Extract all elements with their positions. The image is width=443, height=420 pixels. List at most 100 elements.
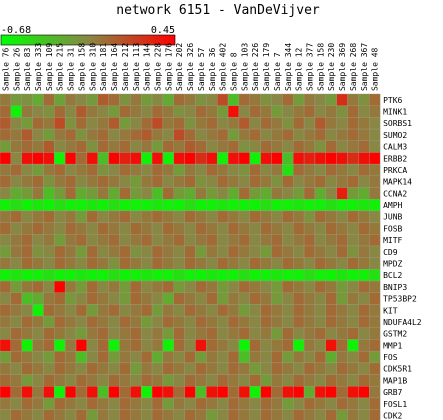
heatmap-cell	[369, 234, 381, 247]
heatmap-cell	[325, 245, 337, 258]
heatmap-cell	[119, 362, 131, 375]
heatmap-cell	[32, 175, 44, 188]
heatmap-cell	[271, 315, 283, 328]
heatmap-cell	[314, 234, 327, 247]
heatmap-cell	[140, 350, 153, 364]
heatmap-cell	[162, 210, 174, 223]
row-label: PTK6	[383, 96, 402, 105]
row-label: CALM3	[383, 143, 407, 152]
heatmap-cell	[195, 374, 207, 387]
heatmap-cell	[216, 128, 229, 141]
heatmap-cell	[54, 234, 66, 247]
heatmap-cell	[369, 175, 381, 188]
heatmap-cell	[162, 350, 174, 364]
heatmap-cell	[260, 105, 272, 118]
heatmap-cell	[195, 128, 207, 141]
heatmap-cell	[119, 93, 131, 106]
heatmap-cell	[86, 140, 98, 153]
heatmap-cell	[64, 292, 77, 305]
heatmap-cell	[314, 245, 327, 258]
heatmap-cell	[75, 362, 88, 375]
heatmap-cell	[206, 350, 218, 364]
heatmap-cell	[54, 292, 66, 305]
row-label: MAPK14	[383, 178, 412, 187]
heatmap-cell	[282, 339, 294, 352]
heatmap-cell	[216, 292, 229, 305]
heatmap-cell	[151, 187, 164, 200]
heatmap-cell	[336, 292, 348, 305]
heatmap-cell	[184, 140, 196, 153]
heatmap-cell	[336, 280, 348, 293]
heatmap-cell	[86, 257, 98, 270]
heatmap-cell	[10, 245, 22, 258]
heatmap-cell	[75, 374, 88, 387]
heatmap-cell	[238, 292, 250, 305]
heatmap-cell	[358, 409, 370, 420]
heatmap-cell	[86, 292, 98, 305]
row-label: FOSB	[383, 224, 402, 233]
heatmap-cell	[271, 245, 283, 258]
heatmap-cell	[86, 280, 98, 293]
heatmap-cell	[271, 386, 283, 399]
heatmap-cell	[358, 280, 370, 293]
column-label: Sample 402	[219, 43, 228, 91]
heatmap-cell	[97, 257, 109, 270]
heatmap-cell	[54, 315, 66, 328]
heatmap-cell	[173, 175, 185, 188]
heatmap-cell	[216, 117, 229, 130]
heatmap-cell	[10, 152, 22, 165]
heatmap-cell	[32, 397, 44, 410]
heatmap-cell	[0, 304, 12, 317]
heatmap-cell	[325, 187, 337, 200]
heatmap-cell	[260, 257, 272, 270]
heatmap-cell	[293, 386, 305, 399]
column-label: Sample 83	[23, 47, 32, 91]
heatmap-cell	[32, 117, 44, 130]
heatmap-cell	[173, 315, 185, 328]
heatmap-cell	[358, 222, 370, 235]
heatmap-cell	[108, 257, 120, 270]
heatmap-cell	[21, 175, 33, 188]
column-label: Sample 103	[240, 43, 249, 91]
heatmap-cell	[0, 222, 12, 235]
heatmap-cell	[54, 374, 66, 387]
heatmap-cell	[249, 117, 261, 130]
heatmap-cell	[347, 163, 359, 177]
heatmap-cell	[336, 327, 348, 340]
heatmap-cell	[336, 187, 348, 200]
heatmap-cell	[54, 93, 66, 106]
heatmap-cell	[260, 245, 272, 258]
heatmap-cell	[86, 397, 98, 410]
heatmap-cell	[119, 257, 131, 270]
heatmap-cell	[184, 245, 196, 258]
heatmap-cell	[140, 327, 153, 340]
heatmap-cell	[206, 386, 218, 399]
heatmap-cell	[32, 128, 44, 141]
heatmap-cell	[97, 163, 109, 177]
heatmap-cell	[21, 315, 33, 328]
heatmap-cell	[32, 327, 44, 340]
heatmap-cell	[151, 304, 164, 317]
heatmap-cell	[10, 187, 22, 200]
heatmap-cell	[369, 269, 381, 282]
heatmap-cell	[293, 222, 305, 235]
heatmap-cell	[293, 152, 305, 165]
heatmap-cell	[130, 327, 142, 340]
heatmap-cell	[10, 222, 22, 235]
heatmap-cell	[195, 362, 207, 375]
heatmap-cell	[97, 269, 109, 282]
heatmap-cell	[184, 175, 196, 188]
heatmap-cell	[108, 280, 120, 293]
heatmap-cell	[336, 245, 348, 258]
heatmap-cell	[108, 140, 120, 153]
heatmap-cell	[21, 350, 33, 364]
heatmap-cell	[130, 386, 142, 399]
heatmap-cell	[173, 409, 185, 420]
row-label: GSTM2	[383, 330, 407, 339]
heatmap-cell	[140, 397, 153, 410]
heatmap-cell	[260, 292, 272, 305]
heatmap-cell	[238, 280, 250, 293]
column-label: Sample 310	[88, 43, 97, 91]
heatmap-cell	[97, 187, 109, 200]
heatmap-cell	[119, 304, 131, 317]
